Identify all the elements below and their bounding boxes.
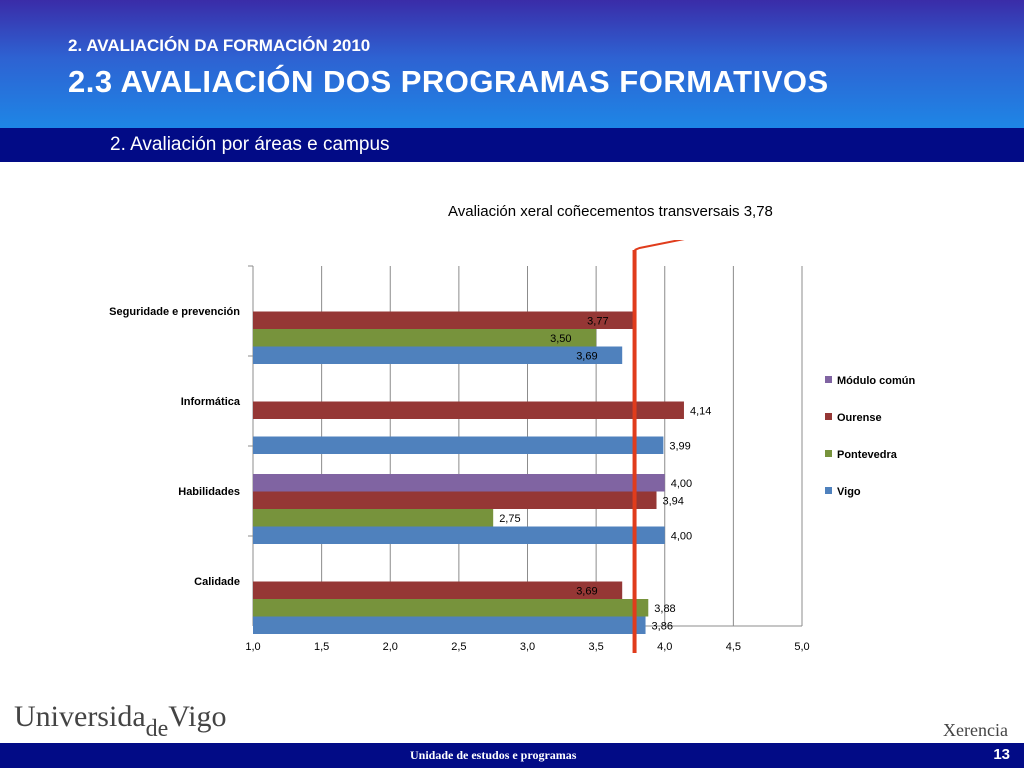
data-label: 2,75: [499, 513, 520, 525]
category-label: Calidade: [194, 576, 240, 588]
x-tick-label: 5,0: [794, 641, 809, 653]
bar: [253, 311, 634, 329]
legend-label: Ourense: [837, 412, 882, 424]
bar: [253, 346, 623, 364]
data-label: 4,00: [671, 478, 692, 490]
legend-swatch: [825, 450, 832, 457]
data-label: 3,88: [654, 603, 675, 615]
page-subtitle: 2. Avaliación por áreas e campus: [110, 134, 390, 155]
x-tick-label: 4,5: [726, 641, 741, 653]
x-tick-label: 2,5: [451, 641, 466, 653]
logo-text-a: Universida: [14, 700, 146, 733]
legend-label: Módulo común: [837, 375, 915, 387]
data-label: 3,50: [550, 333, 571, 345]
page-title: 2.3 AVALIACIÓN DOS PROGRAMAS FORMATIVOS: [68, 64, 829, 99]
university-logo: UniversidadeVigo: [14, 700, 227, 742]
bar: [253, 474, 665, 492]
x-tick-label: 2,0: [383, 641, 398, 653]
legend-swatch: [825, 487, 832, 494]
category-label: Habilidades: [178, 486, 240, 498]
bar: [253, 401, 684, 419]
data-label: 3,69: [576, 350, 597, 362]
section-kicker: 2. AVALIACIÓN DA FORMACIÓN 2010: [68, 36, 371, 55]
data-label: 3,99: [669, 440, 690, 452]
bar: [253, 526, 665, 544]
data-label: 3,69: [576, 585, 597, 597]
bar-chart: 1,0 1,5 2,0 2,5 3,0 3,5 4,0 4,5 5,0 Seguridade e …: [109, 240, 915, 653]
bar: [253, 329, 597, 347]
data-label: 3,77: [587, 315, 608, 327]
data-label: 4,00: [671, 530, 692, 542]
bar: [253, 509, 494, 527]
x-tick-label: 3,0: [520, 641, 535, 653]
xerencia-logo: Xerencia: [943, 720, 1008, 740]
logo-text-c: Vigo: [168, 700, 227, 733]
header-banner: 2. AVALIACIÓN DA FORMACIÓN 2010 2.3 AVAL…: [0, 0, 1024, 128]
page-number: 13: [993, 746, 1010, 763]
data-label: 3,94: [663, 495, 684, 507]
x-tick-label: 1,5: [314, 641, 329, 653]
bar: [253, 436, 664, 454]
legend-swatch: [825, 376, 832, 383]
x-tick-label: 3,5: [588, 641, 603, 653]
category-label: Seguridade e prevención: [109, 306, 240, 318]
footer-bar: Unidade de estudos e programas 13: [0, 743, 1024, 768]
bar: [253, 616, 646, 634]
legend-label: Pontevedra: [837, 449, 898, 461]
bar: [253, 581, 623, 599]
data-label: 4,14: [690, 405, 711, 417]
x-tick-label: 4,0: [657, 641, 672, 653]
category-label: Informática: [181, 396, 241, 408]
reference-pointer: [634, 240, 685, 251]
x-tick-label: 1,0: [245, 641, 260, 653]
legend-label: Vigo: [837, 486, 861, 498]
subtitle-bar: 2. Avaliación por áreas e campus: [0, 128, 1024, 162]
footer-unit: Unidade de estudos e programas: [410, 748, 577, 762]
reference-annotation: Avaliación xeral coñecementos transversa…: [448, 203, 773, 220]
data-label: 3,86: [652, 620, 673, 632]
bar: [253, 599, 649, 617]
legend-swatch: [825, 413, 832, 420]
bar: [253, 491, 657, 509]
logo-text-b: de: [145, 716, 169, 742]
